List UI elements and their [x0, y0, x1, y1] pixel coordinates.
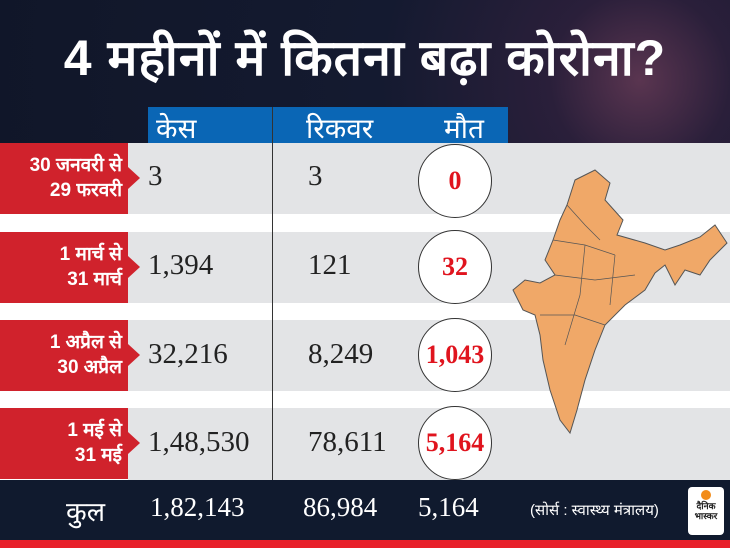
period-start: 30 जनवरी से — [29, 155, 122, 176]
recovered-value: 3 — [308, 160, 323, 192]
column-recovered: रिकवर — [306, 113, 374, 144]
period-end: 30 अप्रैल — [57, 357, 122, 378]
column-deaths: मौत — [444, 113, 484, 144]
deaths-value: 5,164 — [418, 406, 492, 480]
table-header: केस रिकवर मौत — [148, 107, 508, 144]
cases-value: 1,48,530 — [148, 426, 250, 458]
dainik-bhaskar-logo: दैनिक भास्कर — [688, 487, 724, 535]
source-note: (सोर्स : स्वास्थ्य मंत्रालय) — [530, 502, 659, 519]
period-label: 1 अप्रैल से 30 अप्रैल — [0, 320, 140, 391]
period-end: 29 फरवरी — [49, 180, 122, 201]
period-end: 31 मई — [74, 445, 122, 466]
total-label: कुल — [66, 497, 106, 527]
period-label: 30 जनवरी से 29 फरवरी — [0, 143, 140, 214]
period-start: 1 मई से — [67, 420, 122, 441]
total-recovered: 86,984 — [303, 492, 378, 522]
total-deaths: 5,164 — [418, 492, 479, 522]
column-cases: केस — [156, 113, 197, 144]
page-title: 4 महीनों में कितना बढ़ा कोरोना? — [63, 30, 667, 86]
recovered-value: 121 — [308, 249, 352, 281]
total-row: कुल 1,82,143 86,984 5,164 — [0, 480, 730, 540]
period-label: 1 मई से 31 मई — [0, 408, 140, 479]
cases-value: 3 — [148, 160, 163, 192]
period-end: 31 मार्च — [67, 269, 122, 290]
period-start: 1 मार्च से — [59, 244, 122, 265]
deaths-value: 32 — [418, 230, 492, 304]
period-label: 1 मार्च से 31 मार्च — [0, 232, 140, 303]
total-cases: 1,82,143 — [150, 492, 245, 522]
india-map — [512, 169, 728, 435]
recovered-value: 78,611 — [308, 426, 387, 458]
deaths-value: 1,043 — [418, 318, 492, 392]
bottom-strip — [0, 540, 730, 548]
cases-value: 32,216 — [148, 338, 228, 370]
cases-value: 1,394 — [148, 249, 214, 281]
recovered-value: 8,249 — [308, 338, 374, 370]
period-start: 1 अप्रैल से — [49, 332, 122, 353]
column-divider — [272, 107, 273, 480]
deaths-value: 0 — [418, 144, 492, 218]
